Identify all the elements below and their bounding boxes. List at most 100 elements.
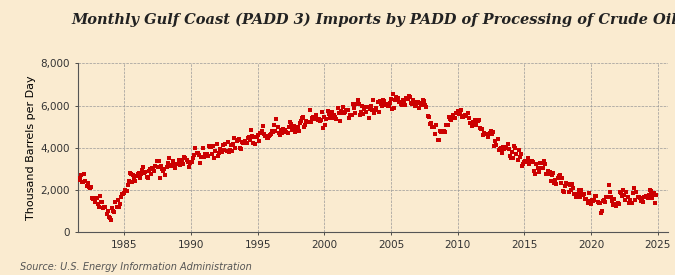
Point: [541, 172, 552, 176]
Point: [448, 112, 458, 117]
Point: [256, 131, 267, 136]
Point: [466, 120, 477, 125]
Point: [237, 140, 248, 145]
Point: [221, 148, 232, 153]
Point: [562, 182, 573, 187]
Point: [564, 183, 575, 187]
Point: [507, 150, 518, 154]
Point: [504, 154, 515, 158]
Point: [191, 151, 202, 156]
Point: [262, 136, 273, 141]
Point: [127, 180, 138, 185]
Point: [444, 117, 455, 121]
Point: [559, 190, 570, 194]
Point: [223, 149, 234, 154]
Point: [608, 203, 618, 207]
Point: [493, 147, 504, 152]
Point: [471, 123, 482, 128]
Point: [640, 195, 651, 199]
Point: [131, 174, 142, 178]
Point: [167, 163, 178, 167]
Point: [458, 115, 468, 119]
Point: [435, 130, 446, 134]
Point: [483, 132, 494, 136]
Point: [76, 173, 86, 177]
Point: [178, 162, 188, 166]
Point: [581, 197, 592, 201]
Point: [566, 188, 576, 192]
Point: [325, 116, 335, 120]
Point: [184, 161, 195, 165]
Point: [387, 92, 398, 97]
Point: [452, 109, 463, 113]
Point: [626, 201, 637, 206]
Point: [313, 118, 323, 123]
Point: [289, 124, 300, 128]
Point: [139, 170, 150, 175]
Point: [229, 136, 240, 141]
Point: [497, 151, 508, 155]
Point: [469, 121, 480, 125]
Point: [637, 196, 647, 200]
Point: [72, 175, 83, 180]
Point: [205, 145, 215, 149]
Point: [485, 131, 495, 135]
Point: [246, 134, 257, 138]
Point: [605, 195, 616, 199]
Point: [309, 115, 320, 119]
Point: [149, 169, 160, 174]
Point: [150, 164, 161, 168]
Point: [612, 201, 623, 205]
Point: [460, 113, 470, 118]
Point: [570, 192, 580, 197]
Point: [286, 122, 296, 127]
Point: [648, 192, 659, 197]
Point: [148, 167, 159, 171]
Point: [373, 110, 384, 114]
Point: [626, 200, 637, 205]
Point: [370, 108, 381, 112]
Point: [532, 166, 543, 170]
Point: [105, 218, 116, 222]
Point: [320, 123, 331, 127]
Point: [215, 147, 226, 152]
Point: [157, 167, 167, 172]
Point: [199, 155, 210, 159]
Point: [623, 201, 634, 206]
Point: [430, 132, 441, 136]
Point: [364, 106, 375, 111]
Point: [362, 104, 373, 109]
Point: [600, 200, 611, 204]
Point: [611, 204, 622, 209]
Point: [420, 103, 431, 107]
Point: [333, 111, 344, 115]
Point: [651, 193, 662, 197]
Point: [200, 152, 211, 156]
Point: [124, 179, 134, 183]
Point: [109, 210, 119, 214]
Point: [263, 134, 274, 138]
Point: [645, 189, 656, 193]
Point: [254, 131, 265, 135]
Point: [344, 116, 354, 121]
Point: [482, 134, 493, 139]
Point: [459, 113, 470, 118]
Point: [542, 169, 553, 173]
Point: [557, 176, 568, 180]
Point: [303, 120, 314, 125]
Point: [477, 127, 487, 132]
Point: [132, 171, 143, 176]
Point: [602, 195, 613, 199]
Point: [168, 158, 179, 163]
Point: [101, 212, 112, 216]
Point: [535, 161, 545, 165]
Point: [495, 145, 506, 150]
Point: [77, 180, 88, 184]
Point: [282, 131, 293, 135]
Point: [337, 111, 348, 116]
Point: [265, 132, 276, 136]
Point: [279, 127, 290, 132]
Point: [358, 112, 369, 116]
Point: [120, 188, 131, 192]
Point: [327, 109, 338, 114]
